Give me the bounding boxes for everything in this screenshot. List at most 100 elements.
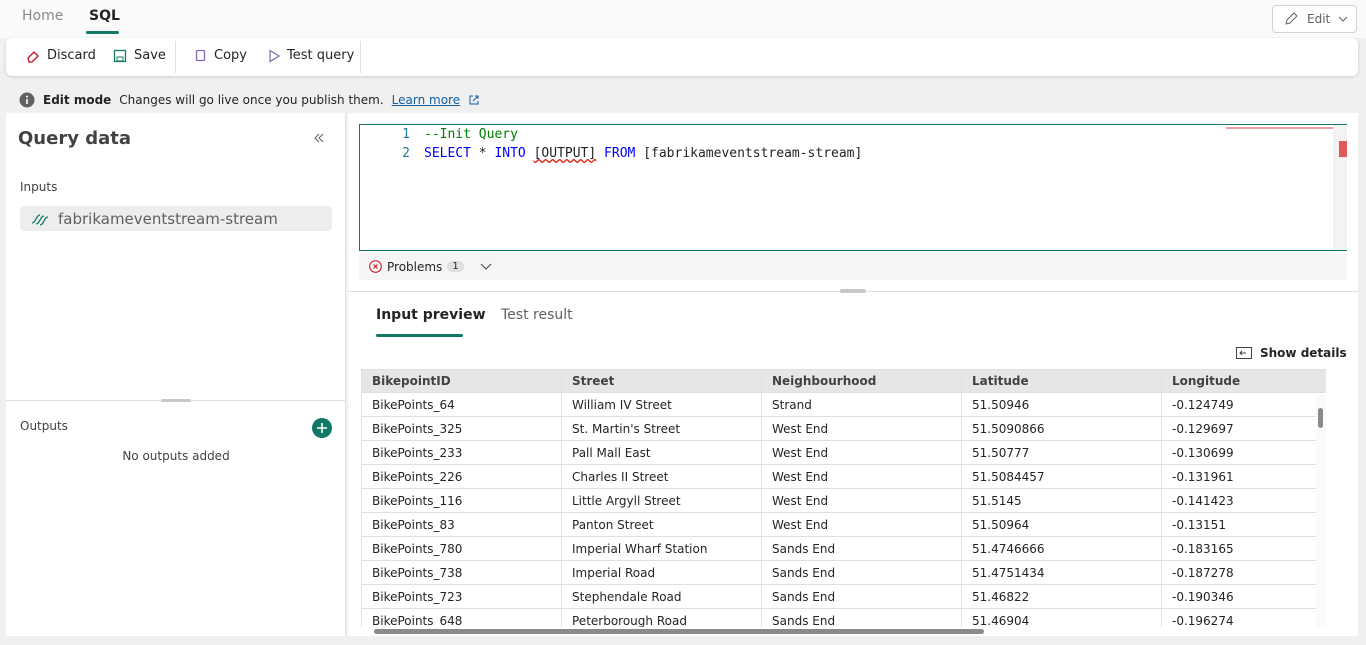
save-button[interactable]: Save xyxy=(113,48,166,63)
play-icon xyxy=(269,48,280,63)
collapse-button[interactable] xyxy=(312,131,326,145)
table-cell: -0.129697 xyxy=(1161,416,1326,441)
learn-more-link[interactable]: Learn more xyxy=(391,93,461,107)
problems-label: Problems xyxy=(387,259,443,274)
info-icon xyxy=(19,92,35,108)
table-cell: 51.5084457 xyxy=(961,464,1162,489)
tab[interactable]: Home xyxy=(22,8,64,24)
code-token: SELECT xyxy=(424,146,471,161)
banner-message: Changes will go live once you publish th… xyxy=(119,93,384,107)
edit-button[interactable]: Edit xyxy=(1272,5,1357,33)
table-cell: Strand xyxy=(761,392,962,417)
code-token: INTO xyxy=(494,146,526,161)
table-row: BikePoints_738 Imperial Road Sands End 51.4… xyxy=(361,560,1326,585)
external-link-icon xyxy=(469,95,479,105)
panel-title: Query data xyxy=(18,128,131,149)
button-label: Discard xyxy=(47,48,96,63)
table-cell: -0.190346 xyxy=(1161,584,1326,609)
table-cell: -0.187278 xyxy=(1161,560,1326,585)
table-row: BikePoints_116 Little Argyll Street West E… xyxy=(361,488,1326,513)
chevron xyxy=(1338,16,1348,22)
table-cell: BikePoints_648 xyxy=(361,608,562,627)
table-cell: BikePoints_723 xyxy=(361,584,562,609)
preview-tab[interactable]: Test result xyxy=(501,307,573,323)
table-cell: -0.131961 xyxy=(1161,464,1326,489)
table-cell: BikePoints_738 xyxy=(361,560,562,585)
code-line: SELECT * INTO [OUTPUT] FROM [fabrikameve… xyxy=(424,146,862,161)
toolbar: Discard Save Copy Test query xyxy=(6,38,1358,76)
table-cell: -0.196274 xyxy=(1161,608,1326,627)
problems-count: 1 xyxy=(447,261,464,272)
code-token: * xyxy=(478,146,487,161)
outputs-label: Outputs xyxy=(20,419,68,433)
table-cell: BikePoints_325 xyxy=(361,416,562,441)
add-output-button[interactable] xyxy=(312,418,332,438)
button-label: Save xyxy=(134,48,166,63)
table-row: BikePoints_723 Stephendale Road Sands End 5… xyxy=(361,584,1326,609)
problems-bar[interactable]: Problems 1 xyxy=(359,253,1347,280)
stream-icon xyxy=(31,213,49,226)
table-cell: Imperial Road xyxy=(561,560,762,585)
table-cell: Charles II Street xyxy=(561,464,762,489)
table-cell: BikePoints_64 xyxy=(361,392,562,417)
table-cell: Pall Mall East xyxy=(561,440,762,465)
editor-area: 1 --Init Query 2 SELECT * INTO [OUTPUT] FRO… xyxy=(348,113,1358,636)
v-scrollbar[interactable] xyxy=(1316,395,1326,627)
h-scroll-thumb[interactable] xyxy=(374,629,984,634)
info-banner: Edit mode Changes will go live once you … xyxy=(6,88,1358,112)
splitter-handle[interactable] xyxy=(840,289,866,293)
table-row: BikePoints_64 William IV Street Strand 51.5… xyxy=(361,392,1326,417)
resize-handle[interactable] xyxy=(161,399,191,402)
table-cell: 51.5090866 xyxy=(961,416,1162,441)
input-item[interactable]: fabrikameventstream-stream xyxy=(20,206,332,231)
details-icon xyxy=(1236,347,1252,359)
table-cell: Peterborough Road xyxy=(561,608,762,627)
table-cell: 51.46904 xyxy=(961,608,1162,627)
chevron xyxy=(480,263,492,270)
column-header: Latitude xyxy=(961,369,1162,393)
table-cell: Stephendale Road xyxy=(561,584,762,609)
tab[interactable]: SQL xyxy=(89,8,120,24)
copy-button[interactable]: Copy xyxy=(193,48,247,63)
code-token: [OUTPUT] xyxy=(533,146,597,161)
table-cell: Sands End xyxy=(761,608,962,627)
table-cell: -0.130699 xyxy=(1161,440,1326,465)
test-query-button[interactable]: Test query xyxy=(268,48,354,63)
table-cell: -0.124749 xyxy=(1161,392,1326,417)
inputs-label: Inputs xyxy=(20,180,58,194)
pencil-icon xyxy=(1285,12,1298,25)
table-row: BikePoints_83 Panton Street West End 51.509… xyxy=(361,512,1326,537)
button-label: Test query xyxy=(287,48,355,63)
preview-tab[interactable]: Input preview xyxy=(376,307,486,323)
table-row: BikePoints_325 St. Martin's Street West En… xyxy=(361,416,1326,441)
line-number: 2 xyxy=(402,146,410,161)
error-icon xyxy=(369,260,382,273)
copy-icon xyxy=(195,49,206,61)
code-editor[interactable]: 1 --Init Query 2 SELECT * INTO [OUTPUT] FRO… xyxy=(359,124,1347,251)
table-cell: William IV Street xyxy=(561,392,762,417)
minimap xyxy=(1226,127,1333,129)
table-cell: BikePoints_233 xyxy=(361,440,562,465)
tab-underline xyxy=(376,334,463,337)
table-container: BikepointID Street Neighbourhood Latitude Lo… xyxy=(361,369,1326,627)
edit-label: Edit xyxy=(1307,12,1331,26)
table-row: BikePoints_648 Peterborough Road Sands End… xyxy=(361,608,1326,627)
discard-button[interactable]: Discard xyxy=(26,48,96,63)
discard-icon xyxy=(27,50,39,63)
code-token: --Init Query xyxy=(424,127,518,142)
table-cell: St. Martin's Street xyxy=(561,416,762,441)
table-cell: 51.50946 xyxy=(961,392,1162,417)
table-cell: Little Argyll Street xyxy=(561,488,762,513)
code-token: FROM xyxy=(604,146,636,161)
v-scroll-thumb[interactable] xyxy=(1318,408,1323,428)
query-data-panel: Query data Inputs fabrikameventstream-st… xyxy=(6,113,346,636)
table-cell: West End xyxy=(761,512,962,537)
code-line: --Init Query xyxy=(424,127,518,142)
show-details-button[interactable]: Show details xyxy=(1236,346,1347,360)
table-cell: Sands End xyxy=(761,536,962,561)
table-cell: 51.4751434 xyxy=(961,560,1162,585)
column-header: Longitude xyxy=(1161,369,1326,393)
table-cell: BikePoints_226 xyxy=(361,464,562,489)
table-cell: 51.4746666 xyxy=(961,536,1162,561)
